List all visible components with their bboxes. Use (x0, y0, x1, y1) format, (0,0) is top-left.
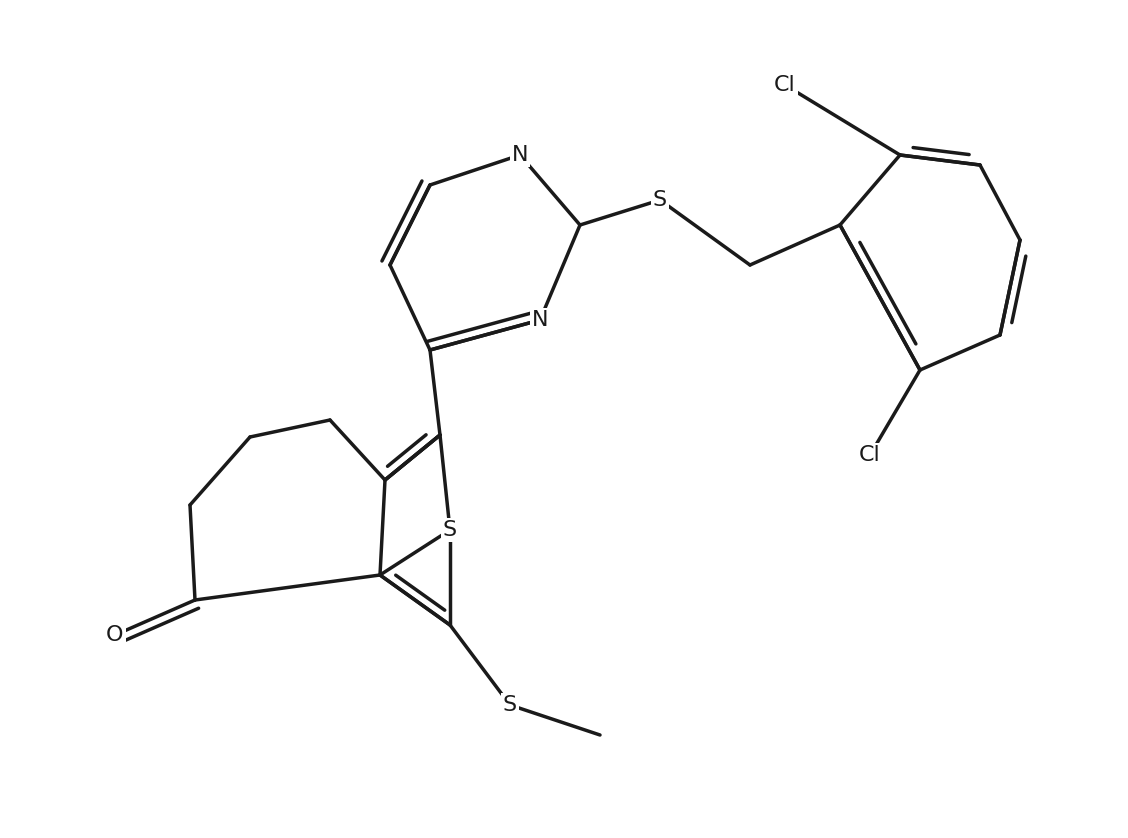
Text: O: O (106, 625, 124, 645)
Text: S: S (653, 190, 667, 210)
Text: N: N (531, 310, 548, 330)
Text: S: S (503, 695, 517, 715)
Text: Cl: Cl (774, 75, 796, 95)
Text: N: N (512, 145, 528, 165)
Text: S: S (443, 520, 457, 540)
Text: Cl: Cl (860, 445, 881, 465)
